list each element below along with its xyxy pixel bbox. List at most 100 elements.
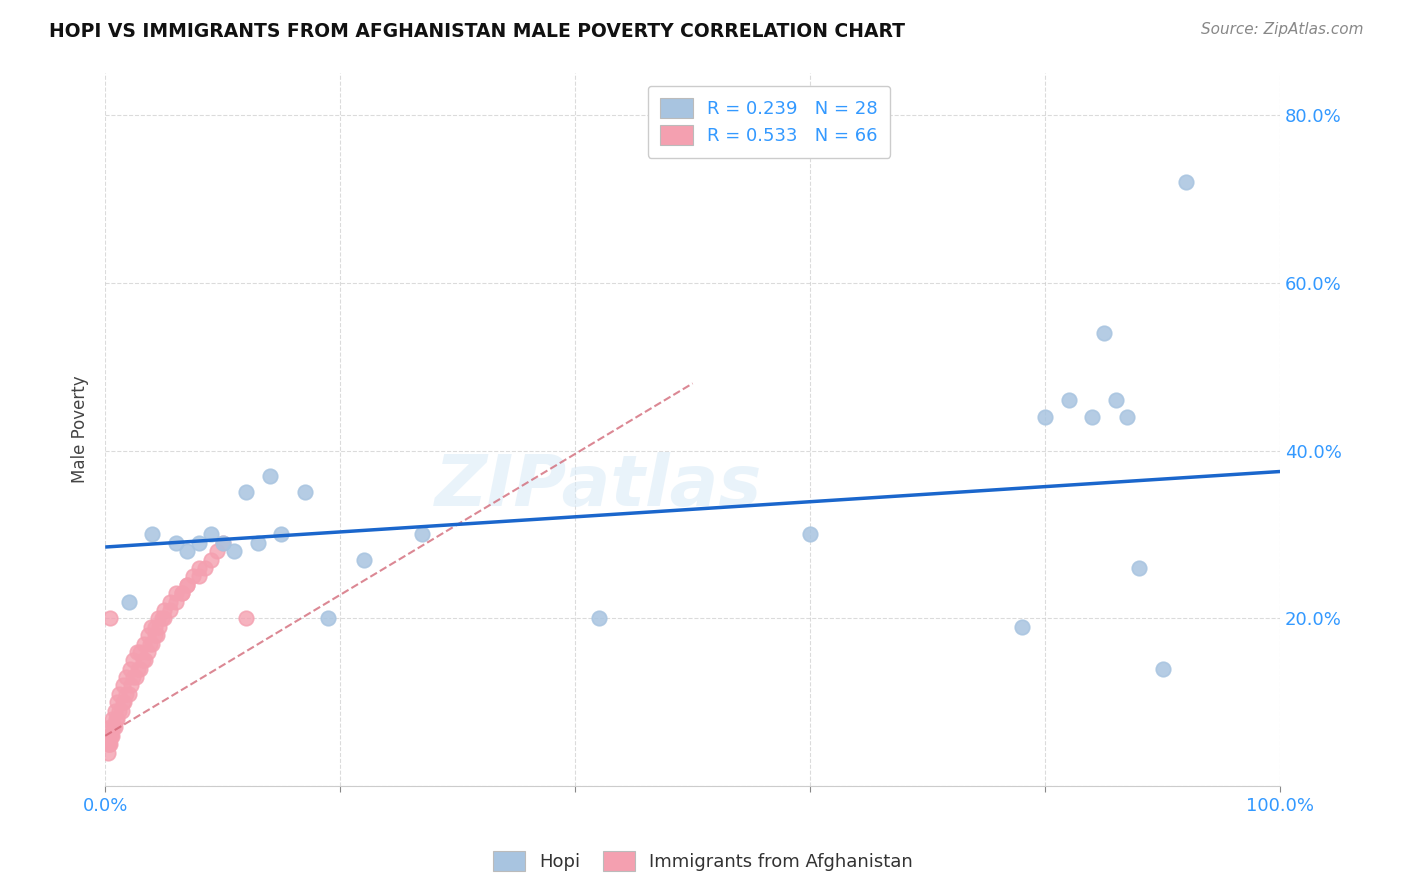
Point: [150, 611, 173, 625]
Legend: Hopi, Immigrants from Afghanistan: Hopi, Immigrants from Afghanistan: [485, 844, 921, 879]
Point: [111, 704, 134, 718]
Point: [270, 527, 292, 541]
Point: [100, 729, 122, 743]
Point: [127, 662, 149, 676]
Point: [122, 670, 145, 684]
Point: [104, 704, 127, 718]
Point: [165, 536, 187, 550]
Point: [118, 662, 141, 676]
Point: [294, 485, 316, 500]
Point: [146, 628, 169, 642]
Point: [1104, 393, 1126, 408]
Point: [153, 611, 176, 625]
Point: [97, 737, 120, 751]
Point: [211, 536, 233, 550]
Point: [118, 687, 141, 701]
Point: [1175, 175, 1198, 189]
Point: [200, 527, 222, 541]
Point: [159, 603, 181, 617]
Point: [104, 712, 127, 726]
Point: [153, 603, 176, 617]
Point: [125, 645, 148, 659]
Point: [246, 536, 269, 550]
Point: [165, 594, 187, 608]
Point: [176, 544, 198, 558]
Point: [1116, 409, 1139, 424]
Point: [125, 670, 148, 684]
Point: [101, 729, 124, 743]
Point: [146, 611, 169, 625]
Point: [132, 653, 155, 667]
Point: [129, 662, 152, 676]
Point: [112, 695, 135, 709]
Point: [159, 594, 181, 608]
Point: [353, 552, 375, 566]
Point: [188, 569, 211, 583]
Point: [200, 552, 222, 566]
Point: [98, 737, 121, 751]
Point: [1128, 561, 1150, 575]
Point: [411, 527, 433, 541]
Point: [139, 636, 162, 650]
Point: [259, 468, 281, 483]
Point: [1057, 393, 1080, 408]
Point: [188, 536, 211, 550]
Point: [1152, 662, 1174, 676]
Point: [183, 569, 205, 583]
Text: ZIPatlas: ZIPatlas: [434, 452, 762, 521]
Point: [105, 712, 128, 726]
Point: [224, 544, 246, 558]
Point: [1011, 620, 1033, 634]
Point: [122, 653, 145, 667]
Point: [143, 628, 166, 642]
Point: [799, 527, 821, 541]
Point: [101, 712, 124, 726]
Point: [1033, 409, 1056, 424]
Point: [141, 636, 163, 650]
Point: [205, 544, 228, 558]
Point: [141, 527, 163, 541]
Point: [211, 536, 233, 550]
Point: [98, 720, 121, 734]
Point: [111, 678, 134, 692]
Point: [97, 746, 120, 760]
Point: [132, 636, 155, 650]
Point: [97, 737, 120, 751]
Point: [103, 720, 125, 734]
Point: [176, 578, 198, 592]
Point: [176, 578, 198, 592]
Point: [108, 687, 131, 701]
Point: [111, 695, 134, 709]
Point: [188, 561, 211, 575]
Point: [318, 611, 340, 625]
Point: [115, 670, 138, 684]
Point: [97, 729, 120, 743]
Point: [134, 653, 156, 667]
Point: [1092, 326, 1115, 340]
Point: [118, 594, 141, 608]
Point: [136, 628, 159, 642]
Point: [235, 485, 257, 500]
Legend: R = 0.239   N = 28, R = 0.533   N = 66: R = 0.239 N = 28, R = 0.533 N = 66: [648, 86, 890, 158]
Point: [120, 678, 142, 692]
Point: [170, 586, 193, 600]
Point: [115, 687, 138, 701]
Point: [139, 620, 162, 634]
Point: [98, 611, 121, 625]
Point: [588, 611, 610, 625]
Point: [1081, 409, 1104, 424]
Point: [194, 561, 217, 575]
Point: [165, 586, 187, 600]
Point: [143, 620, 166, 634]
Point: [105, 695, 128, 709]
Text: Source: ZipAtlas.com: Source: ZipAtlas.com: [1201, 22, 1364, 37]
Point: [136, 645, 159, 659]
Text: HOPI VS IMMIGRANTS FROM AFGHANISTAN MALE POVERTY CORRELATION CHART: HOPI VS IMMIGRANTS FROM AFGHANISTAN MALE…: [49, 22, 905, 41]
Point: [235, 611, 257, 625]
Point: [170, 586, 193, 600]
Point: [129, 645, 152, 659]
Point: [108, 704, 131, 718]
Y-axis label: Male Poverty: Male Poverty: [72, 376, 89, 483]
Point: [148, 620, 170, 634]
Point: [104, 720, 127, 734]
